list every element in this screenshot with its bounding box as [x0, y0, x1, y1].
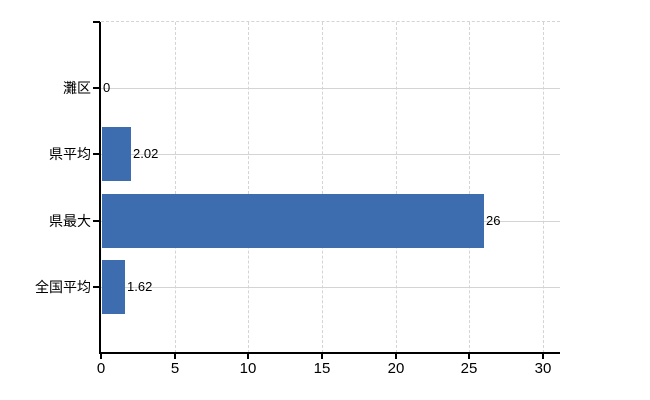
x-axis-tick	[174, 354, 176, 359]
x-axis-tick	[100, 354, 102, 359]
x-axis-tick-label: 25	[460, 360, 478, 377]
gridline-horizontal	[101, 286, 560, 288]
x-axis-tick	[321, 354, 323, 359]
bar	[102, 127, 131, 181]
x-axis-tick	[468, 354, 470, 359]
plot-top-border	[101, 21, 560, 22]
bar	[102, 260, 125, 314]
bar-value-label: 26	[486, 213, 501, 228]
x-axis-tick-label: 30	[534, 360, 552, 377]
y-axis-tick	[93, 153, 100, 155]
bar-value-label: 0	[103, 80, 111, 95]
x-axis-line	[99, 352, 560, 354]
x-axis-tick	[247, 354, 249, 359]
x-axis-tick	[542, 354, 544, 359]
bar-value-label: 1.62	[127, 279, 153, 294]
bar	[102, 194, 484, 248]
gridline-vertical	[543, 22, 544, 353]
gridline-horizontal	[101, 154, 560, 156]
x-axis-tick-label: 10	[239, 360, 257, 377]
category-label: 県平均	[49, 146, 91, 162]
gridline-vertical	[174, 22, 176, 353]
gridline-horizontal	[101, 88, 560, 90]
y-axis-line	[99, 22, 101, 353]
y-axis-tick	[93, 220, 100, 222]
y-axis-tick	[93, 286, 100, 288]
gridline-vertical	[248, 22, 250, 353]
gridline-vertical	[469, 22, 471, 353]
bar-value-label: 2.02	[133, 146, 159, 161]
gridline-vertical	[395, 22, 397, 353]
x-axis-tick	[395, 354, 397, 359]
category-label: 県最大	[49, 213, 91, 229]
x-axis-tick-label: 15	[313, 360, 331, 377]
category-label: 全国平均	[35, 279, 91, 295]
y-axis-tick	[93, 21, 100, 23]
category-label: 灘区	[63, 80, 91, 96]
x-axis-tick-label: 5	[170, 360, 180, 377]
x-axis-tick-label: 0	[96, 360, 106, 377]
x-axis-tick-label: 20	[387, 360, 405, 377]
y-axis-tick	[93, 87, 100, 89]
gridline-vertical	[322, 22, 323, 353]
